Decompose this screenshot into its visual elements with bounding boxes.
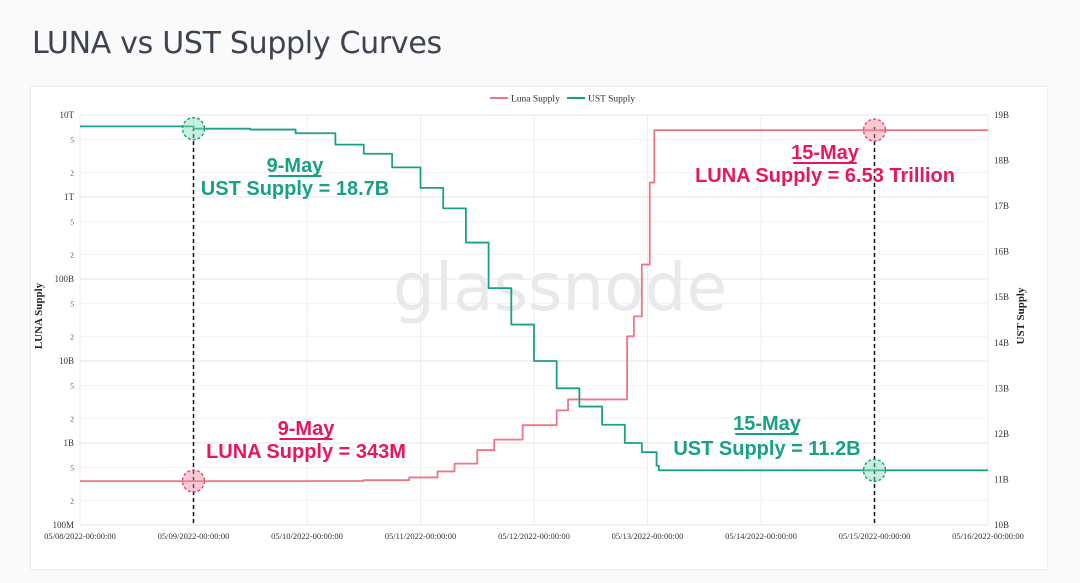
right-tick-label: 19B: [994, 110, 1009, 120]
left-minor-tick-label: 2: [70, 332, 74, 341]
x-tick-label: 05/14/2022-00:00:00: [725, 531, 797, 541]
annotation-title: 15-May: [791, 142, 860, 164]
left-minor-tick-label: 5: [70, 218, 74, 227]
x-tick-label: 05/10/2022-00:00:00: [271, 531, 343, 541]
annotation-title: 9-May: [278, 418, 336, 440]
right-tick-label: 13B: [994, 383, 1009, 393]
left-tick-label: 100M: [52, 520, 74, 530]
annotation-title: 15-May: [733, 413, 802, 435]
right-tick-label: 11B: [994, 474, 1009, 484]
y-axis-left-label: LUNA Supply: [33, 282, 45, 349]
axes: 05/08/2022-00:00:00 05/09/2022-00:00:00 05…: [44, 110, 1024, 541]
chart-card: [30, 86, 1048, 570]
watermark: glassnode: [393, 249, 727, 326]
annotation-text: UST Supply = 11.2B: [673, 438, 860, 460]
right-tick-label: 12B: [994, 429, 1009, 439]
page-title: LUNA vs UST Supply Curves: [32, 26, 442, 61]
highlight-marker: [862, 458, 887, 483]
ust-supply-line: [80, 125, 988, 472]
left-minor-tick-label: 2: [70, 250, 74, 259]
left-tick-label: 10T: [60, 110, 75, 120]
annotation-title: 9-May: [267, 155, 325, 177]
x-tick-label: 05/16/2022-00:00:00: [952, 531, 1024, 541]
x-tick-label: 05/12/2022-00:00:00: [498, 531, 570, 541]
x-tick-label: 05/15/2022-00:00:00: [839, 531, 911, 541]
left-minor-tick-label: 5: [70, 136, 74, 145]
x-tick-label: 05/11/2022-00:00:00: [385, 531, 456, 541]
highlight-marker: [862, 118, 887, 142]
legend-label: UST Supply: [588, 95, 635, 105]
annotation-text: UST Supply = 18.7B: [201, 178, 389, 200]
x-tick-label: 05/08/2022-00:00:00: [44, 531, 116, 541]
left-minor-tick-label: 2: [70, 414, 74, 423]
left-tick-label: 1B: [63, 438, 74, 448]
markers: [181, 116, 887, 493]
left-minor-tick-label: 5: [70, 300, 74, 309]
left-minor-tick-label: 5: [70, 464, 74, 473]
y-axis-right-label: UST Supply: [1015, 287, 1027, 344]
left-tick-label: 10B: [59, 356, 74, 366]
legend-label: Luna Supply: [511, 95, 560, 105]
highlight-marker: [181, 469, 206, 493]
right-tick-label: 16B: [994, 247, 1009, 257]
right-tick-label: 15B: [994, 292, 1009, 302]
luna-supply-line: [80, 129, 988, 483]
right-tick-label: 14B: [994, 338, 1009, 348]
legend[interactable]: Luna Supply UST Supply: [490, 95, 635, 105]
annotation-text: LUNA Supply = 6.53 Trillion: [695, 165, 955, 187]
x-tick-label: 05/13/2022-00:00:00: [612, 531, 684, 541]
annotation-text: LUNA Supply = 343M: [206, 441, 406, 463]
right-tick-label: 17B: [994, 201, 1009, 211]
left-minor-tick-label: 2: [70, 496, 74, 505]
highlight-marker: [181, 116, 206, 141]
left-minor-tick-label: 2: [70, 168, 74, 177]
left-tick-label: 1T: [64, 192, 75, 202]
series: [80, 125, 988, 483]
right-tick-label: 18B: [994, 156, 1009, 166]
x-tick-label: 05/09/2022-00:00:00: [158, 531, 230, 541]
left-tick-label: 100B: [54, 274, 74, 284]
left-minor-tick-label: 5: [70, 382, 74, 391]
right-tick-label: 10B: [994, 520, 1009, 530]
